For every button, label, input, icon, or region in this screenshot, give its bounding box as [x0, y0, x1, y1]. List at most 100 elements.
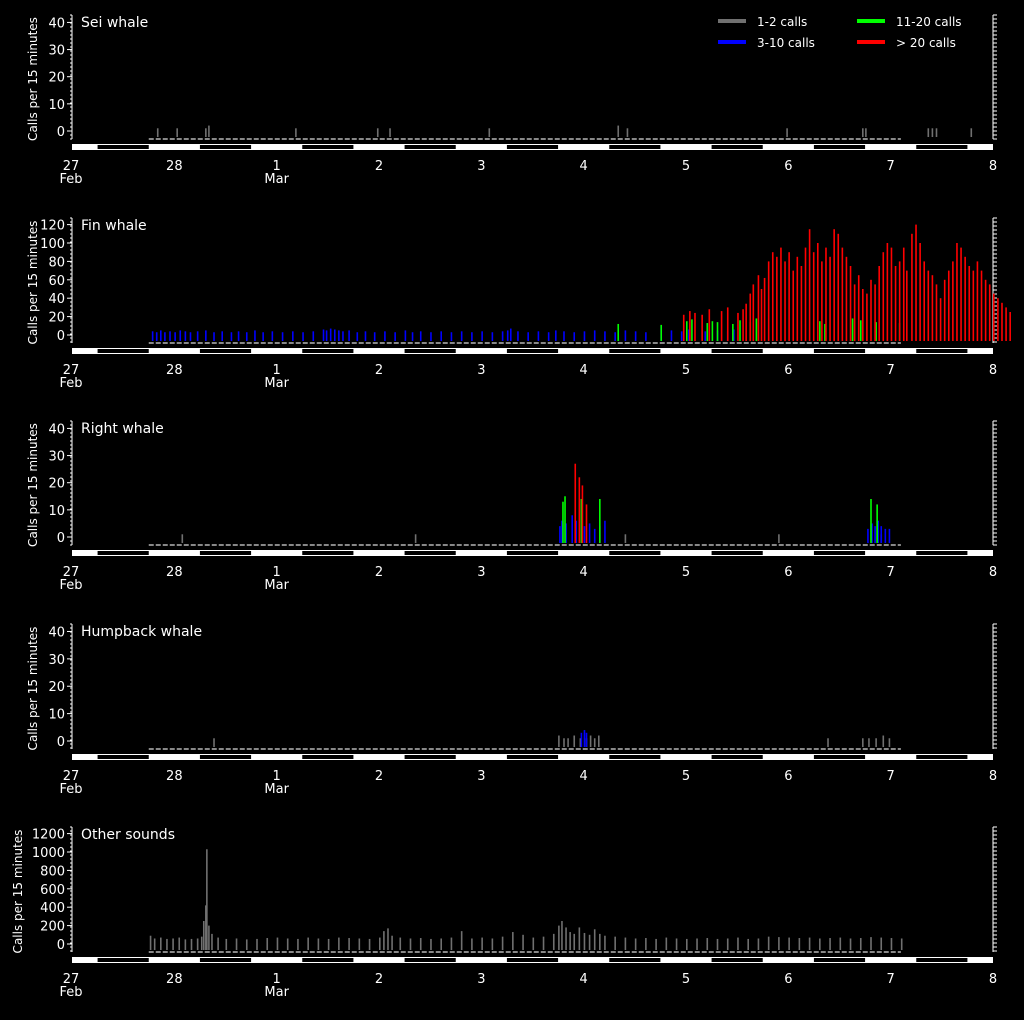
y-tick-label: 40: [48, 16, 65, 31]
x-tick-label: 2: [375, 363, 383, 378]
bar: [862, 289, 864, 341]
bar: [384, 331, 386, 341]
bar: [976, 261, 979, 341]
bar: [589, 735, 592, 747]
night-segment: [609, 145, 661, 149]
bar: [532, 937, 535, 950]
bar: [845, 256, 848, 341]
x-tick-label: 8: [989, 159, 997, 174]
bar: [706, 323, 709, 341]
bar: [419, 331, 422, 341]
y-axis-label: Calls per 15 minutes: [26, 423, 40, 547]
x-tick-label: 1: [273, 565, 281, 580]
bar: [364, 331, 367, 341]
bar: [208, 925, 210, 950]
y-tick-label: 200: [40, 920, 65, 935]
night-segment: [609, 958, 661, 962]
bar: [877, 520, 879, 543]
x-tick-label: 2: [375, 972, 383, 987]
bar: [537, 331, 540, 341]
bar: [827, 738, 829, 747]
bar: [890, 938, 893, 950]
bar: [419, 938, 422, 950]
bar: [295, 128, 297, 137]
x-tick-label: 27: [63, 363, 80, 378]
y-tick-label: 40: [48, 625, 65, 640]
bar: [968, 266, 971, 341]
bar: [348, 938, 350, 950]
night-segment: [711, 958, 763, 962]
legend-label: 11-20 calls: [896, 15, 962, 29]
bar: [547, 332, 550, 341]
bar: [213, 738, 215, 747]
bar: [342, 331, 344, 341]
x-tick-label: 6: [784, 159, 792, 174]
bar: [694, 312, 696, 341]
night-segment: [302, 551, 354, 555]
y-tick-label: 30: [48, 653, 65, 668]
bar: [870, 499, 872, 543]
bar: [573, 735, 576, 747]
bar: [491, 332, 494, 341]
bar: [312, 331, 315, 341]
bar: [819, 321, 821, 341]
bar: [984, 279, 987, 341]
bar: [190, 938, 193, 950]
bar: [884, 528, 887, 543]
night-segment: [97, 145, 149, 149]
night-segment: [302, 145, 354, 149]
bar: [906, 270, 908, 341]
bar: [399, 937, 402, 950]
x-tick-label: 3: [477, 363, 485, 378]
bar: [833, 229, 835, 341]
bar: [927, 128, 930, 137]
bar: [923, 261, 926, 341]
bar: [383, 931, 385, 950]
x-tick-label: 3: [477, 565, 485, 580]
bar: [394, 332, 396, 341]
night-segment: [813, 145, 866, 149]
bar: [767, 936, 770, 950]
bar: [767, 261, 770, 341]
bar: [726, 938, 729, 950]
night-segment: [916, 349, 968, 353]
bar: [481, 937, 483, 950]
bar: [808, 937, 811, 950]
y-tick-label: 20: [48, 311, 65, 326]
panel-other-sounds: Other sounds Calls per 15 minutes 0 200 400 6…: [11, 826, 997, 1000]
x-tick-label: 5: [682, 159, 690, 174]
bar: [292, 331, 294, 341]
bar: [184, 939, 187, 950]
bar: [356, 332, 359, 341]
bar: [634, 331, 637, 341]
x-tick-month: Mar: [264, 782, 289, 797]
bar: [317, 938, 320, 950]
panel-right-whale: Right whale Calls per 15 minutes 0 10 20 30 40…: [26, 420, 997, 593]
bar: [585, 504, 588, 543]
bar: [389, 128, 391, 137]
x-tick-label: 27: [63, 972, 80, 987]
bar: [604, 331, 606, 341]
x-tick-label: 7: [887, 565, 895, 580]
bar: [235, 938, 238, 950]
y-tick-label: 800: [40, 864, 65, 879]
y-tick-label: 10: [48, 708, 65, 723]
bar: [882, 735, 885, 747]
x-tick-label: 7: [887, 363, 895, 378]
x-tick-month: Mar: [264, 578, 289, 593]
panel-fin-whale: Fin whale Calls per 15 minutes 0 20 40 60 80 10…: [26, 217, 1011, 391]
x-tick-month: Mar: [264, 172, 289, 187]
night-segment: [609, 551, 661, 555]
legend-item: > 20 calls: [857, 36, 956, 50]
bar: [943, 279, 946, 341]
legend-item: 1-2 calls: [718, 15, 807, 29]
bar: [915, 224, 917, 341]
bar: [555, 330, 557, 341]
bar: [256, 938, 258, 950]
y-tick-label: 1000: [32, 846, 65, 861]
bar: [688, 329, 690, 341]
x-tick-label: 4: [580, 363, 588, 378]
bar: [871, 523, 873, 543]
bar: [166, 938, 168, 950]
